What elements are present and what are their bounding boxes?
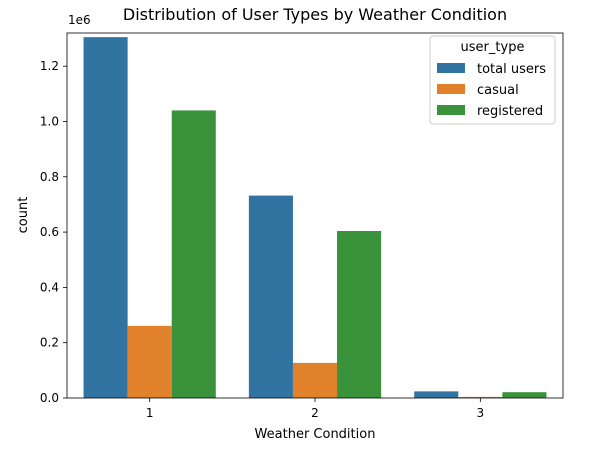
x-tick-label: 2	[311, 406, 319, 420]
bar-casual-1	[127, 325, 172, 398]
legend-swatch	[437, 105, 465, 115]
legend-label: total users	[477, 62, 546, 77]
legend-label: registered	[477, 104, 543, 119]
legend-title: user_type	[461, 40, 525, 55]
legend-swatch	[437, 63, 465, 73]
y-tick-label: 0.8	[40, 170, 59, 184]
x-tick-label: 3	[477, 406, 485, 420]
y-axis-scale-label: 1e6	[68, 13, 91, 27]
legend-swatch	[437, 84, 465, 94]
bar-registered-1	[171, 110, 216, 398]
y-tick-label: 0.2	[40, 336, 59, 350]
bar-total-users-3	[414, 391, 459, 398]
y-axis-label: count	[16, 197, 31, 234]
y-tick-label: 0.6	[40, 225, 59, 239]
bars-group	[83, 37, 547, 398]
axes-group: 0.0 0.2 0.4 0.6 0.8 1.0 1.2 1 2 3	[40, 32, 564, 420]
bar-casual-3	[458, 396, 503, 398]
y-tick-label: 0.4	[40, 280, 59, 294]
bar-registered-3	[502, 392, 547, 398]
y-tick-label: 1.0	[40, 114, 59, 128]
bar-registered-2	[337, 230, 382, 398]
bar-total-users-1	[83, 37, 128, 398]
bar-casual-2	[292, 362, 338, 398]
x-axis-label: Weather Condition	[255, 427, 376, 442]
y-tick-label: 0.0	[40, 391, 59, 405]
legend-box	[429, 35, 556, 125]
legend-label: casual	[477, 83, 519, 98]
bar-total-users-2	[248, 195, 293, 398]
y-tick-label: 1.2	[40, 59, 59, 73]
x-tick-label: 1	[146, 406, 154, 420]
chart-title: Distribution of User Types by Weather Co…	[123, 5, 507, 24]
